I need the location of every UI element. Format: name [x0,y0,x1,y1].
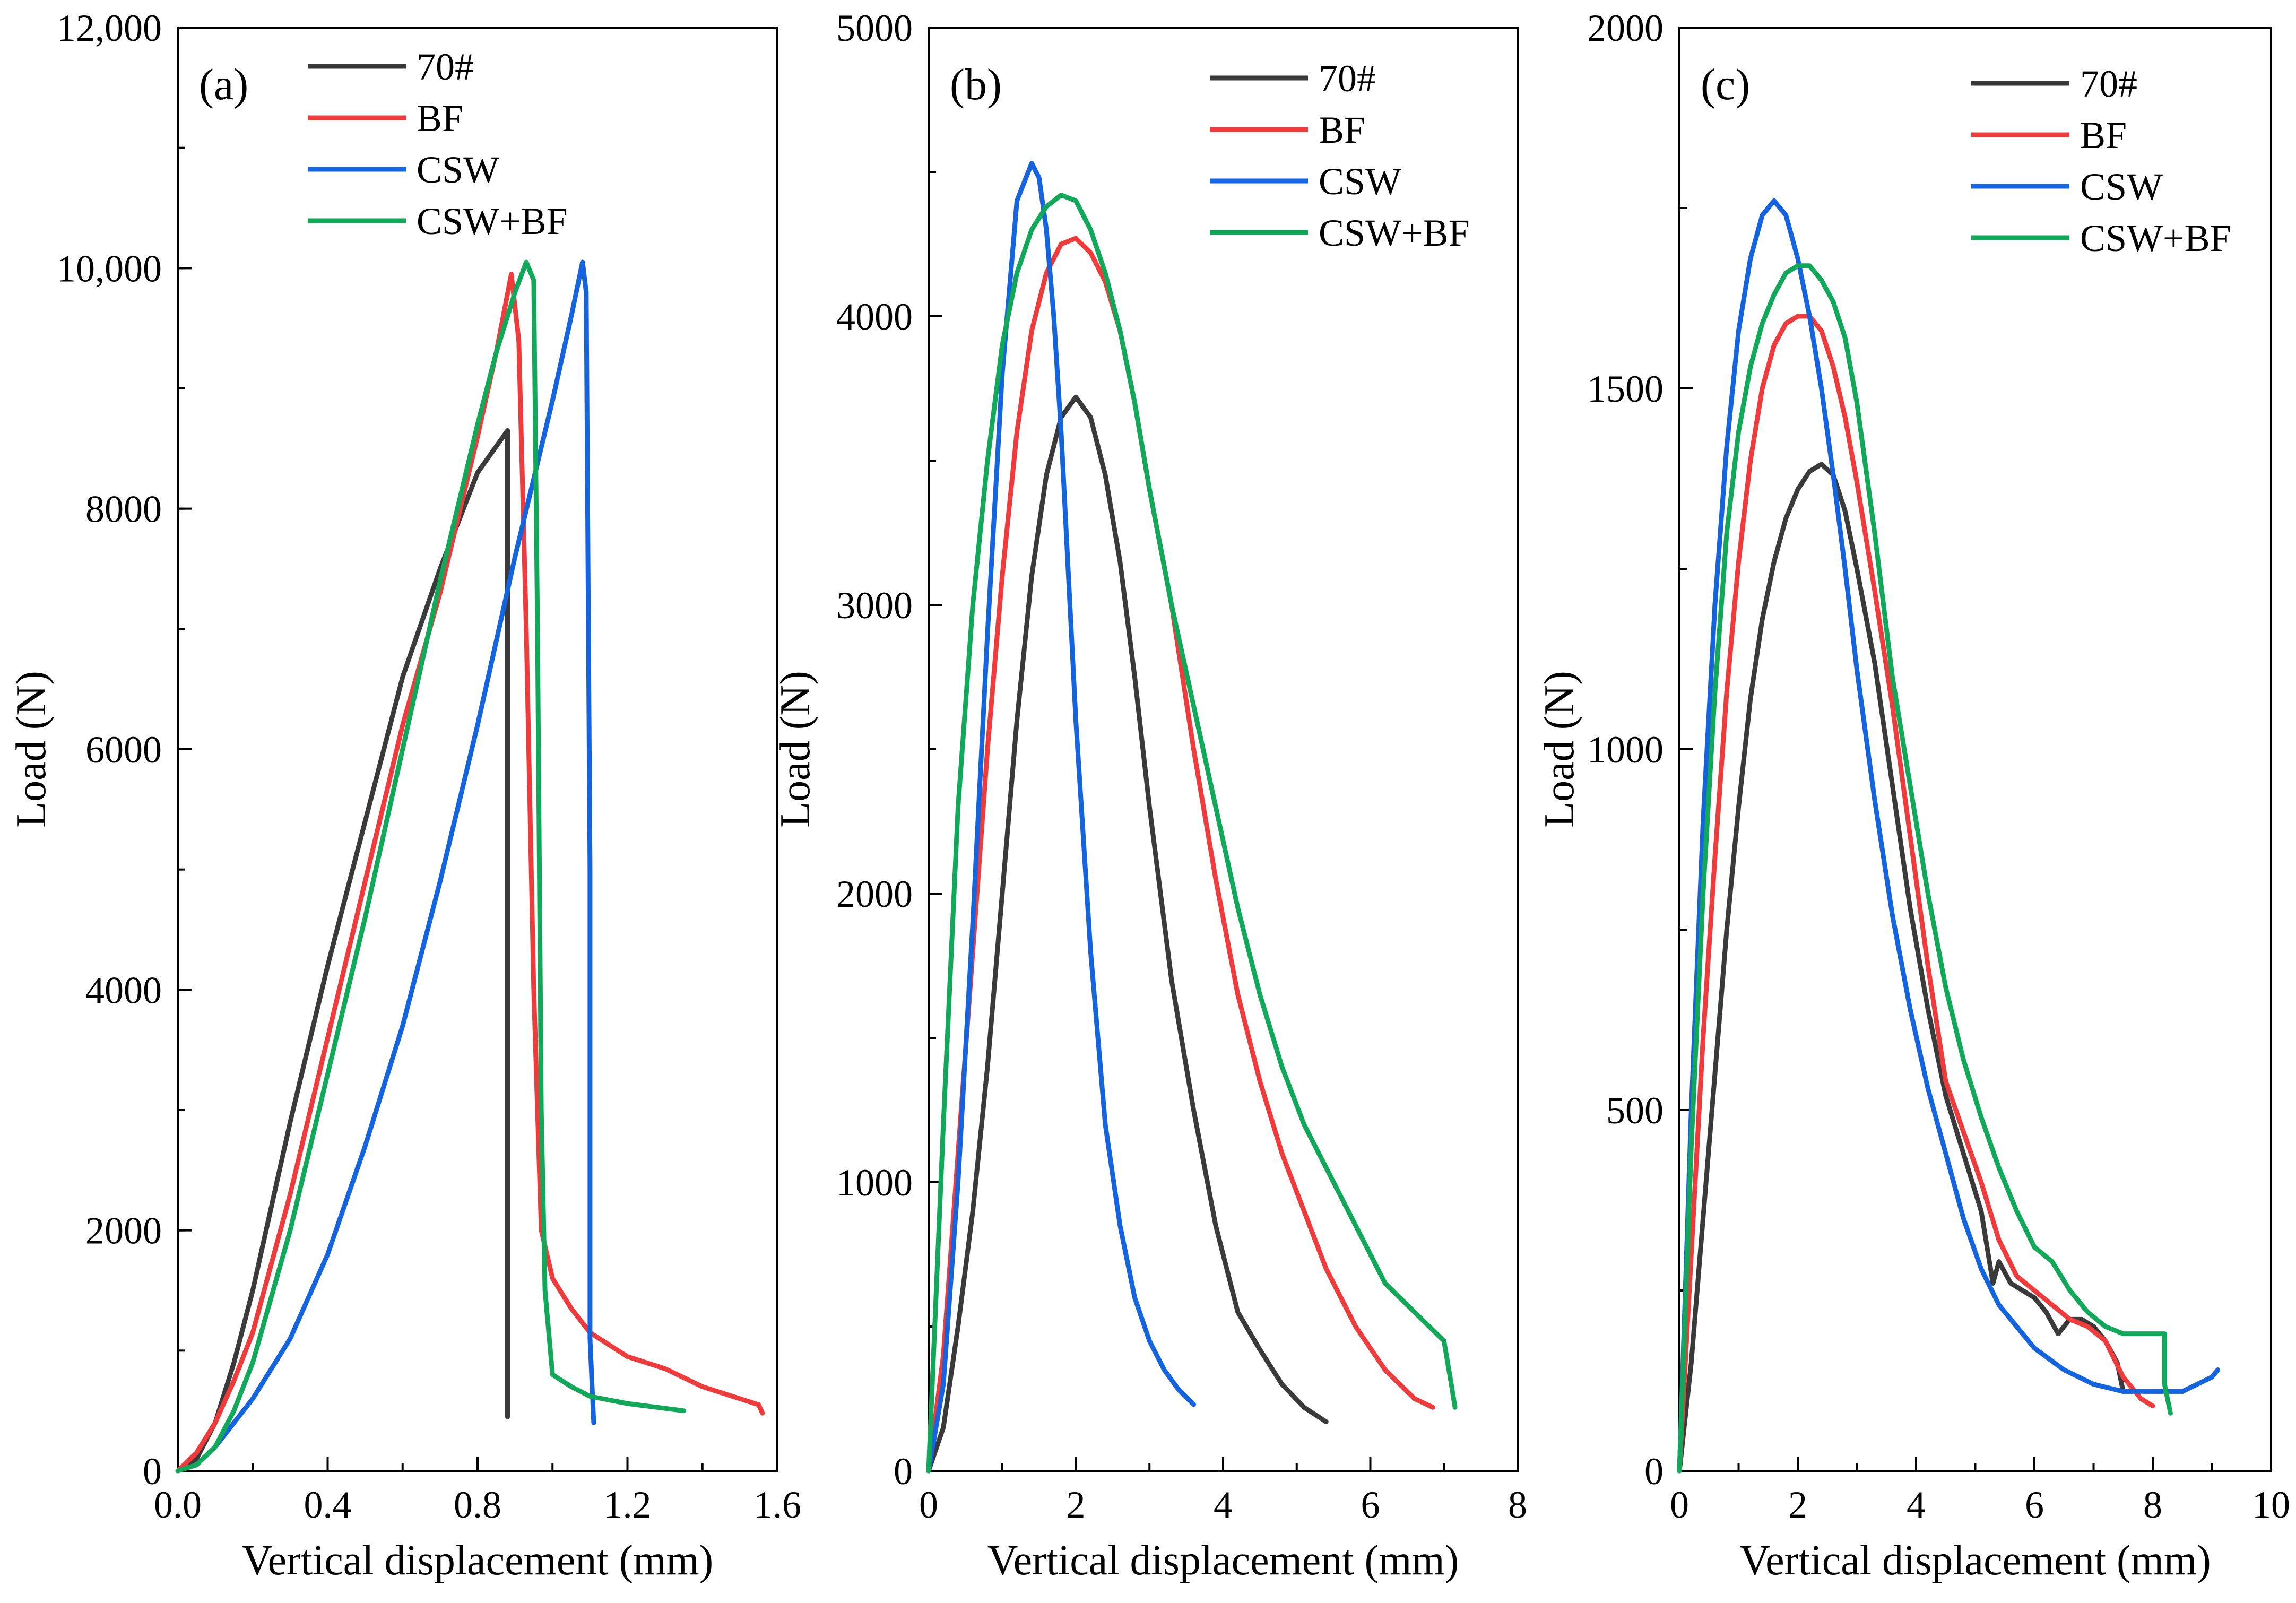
y-tick-label: 2000 [1587,7,1663,49]
y-tick-label: 0 [1644,1450,1663,1493]
series-line-csw-bf [175,259,686,1474]
y-tick-label: 12,000 [57,7,162,49]
legend-entry: CSW [417,149,499,191]
panel-label: (b) [950,60,1002,109]
x-tick-label: 1.6 [753,1484,801,1526]
series-line-csw [1677,198,2221,1474]
panel-label: (c) [1701,60,1750,109]
panel-b: 0 2 4 6 8 0 1000 2000 3000 4000 5000 Vertical displ… [772,7,1527,1584]
x-axis-label: Vertical displacement (mm) [242,1537,714,1584]
series-line-csw-bf [926,193,1458,1474]
x-tick-label: 0.0 [154,1484,202,1526]
legend-entry: 70# [2080,63,2137,105]
series-line-70- [1677,462,2126,1474]
series-line-csw [175,259,596,1474]
x-tick-label: 0.8 [454,1484,501,1526]
y-tick-label: 1000 [1587,729,1663,771]
y-tick-label: 1000 [836,1162,913,1204]
x-tick-label: 0.4 [304,1484,352,1526]
x-tick-label: 2 [1067,1484,1086,1526]
y-tick-label: 8000 [85,488,162,531]
legend-entry: 70# [1319,57,1376,100]
y-tick-label: 0 [894,1450,913,1493]
panel-c: 0 2 4 6 8 10 0 500 1000 1500 2000 Vertical displace… [1536,7,2290,1584]
legend-entry: CSW+BF [417,200,568,242]
y-axis-label: Load (N) [8,671,55,827]
y-tick-label: 5000 [836,7,913,49]
y-tick-label: 2000 [85,1210,162,1252]
y-axis-label: Load (N) [772,671,819,827]
series-line-csw [926,161,1196,1474]
x-axis-label: Vertical displacement (mm) [1739,1537,2211,1584]
legend-entry: CSW [2080,166,2163,208]
legend-entry: CSW+BF [1319,212,1470,254]
x-tick-label: 8 [2143,1484,2162,1526]
y-tick-label: 6000 [85,729,162,771]
y-tick-label: 500 [1606,1089,1663,1132]
legend-entry: BF [1319,109,1365,151]
x-tick-label: 1.2 [604,1484,652,1526]
x-axis-label: Vertical displacement (mm) [987,1537,1459,1584]
panel-label: (a) [199,60,248,109]
legend-entry: CSW+BF [2080,217,2231,259]
series-line-csw-bf [1677,263,2173,1474]
series-line-bf [175,272,765,1474]
legend-entry: BF [417,97,463,140]
x-tick-label: 4 [1907,1484,1926,1526]
legend-entry: CSW [1319,160,1401,203]
plot-frame [177,27,778,1472]
y-tick-label: 3000 [836,584,913,627]
x-tick-label: 4 [1214,1484,1233,1526]
y-tick-label: 4000 [836,296,913,338]
x-tick-label: 2 [1788,1484,1807,1526]
x-tick-label: 8 [1508,1484,1527,1526]
y-tick-label: 1500 [1587,368,1663,410]
y-tick-label: 4000 [85,969,162,1011]
legend-entry: BF [2080,114,2127,157]
series-line-70- [926,394,1329,1474]
series-line-bf [1677,314,2155,1474]
panel-a: 0.0 0.4 0.8 1.2 1.6 0 2000 4000 6000 8000 10,000 12… [8,7,801,1584]
x-tick-label: 6 [2025,1484,2044,1526]
x-tick-label: 0 [1670,1484,1689,1526]
series-line-70- [175,428,510,1474]
x-tick-label: 10 [2252,1484,2290,1526]
y-tick-label: 0 [143,1450,162,1493]
x-tick-label: 6 [1361,1484,1380,1526]
x-tick-label: 0 [919,1484,938,1526]
y-tick-label: 10,000 [57,247,162,290]
y-tick-label: 2000 [836,873,913,915]
y-axis-label: Load (N) [1536,671,1583,827]
legend-entry: 70# [417,46,474,88]
